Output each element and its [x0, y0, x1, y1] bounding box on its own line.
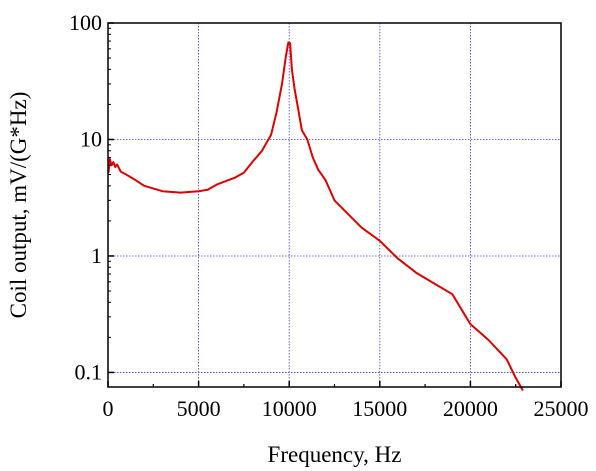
x-axis-title: Frequency, Hz [268, 442, 402, 467]
x-tick-label: 0 [103, 396, 114, 421]
x-tick-label: 5000 [177, 396, 221, 421]
tick-marks [107, 22, 562, 387]
y-tick-label: 0.1 [75, 359, 103, 384]
series-line [107, 41, 524, 391]
y-tick-labels: 0.1 1 10 100 [69, 10, 102, 384]
x-tick-label: 20000 [443, 396, 498, 421]
x-tick-label: 25000 [534, 396, 589, 421]
x-tick-labels: 0 5000 10000 15000 20000 25000 [103, 396, 589, 421]
y-tick-label: 100 [69, 10, 102, 35]
series-layer [107, 41, 524, 391]
y-axis-title: Coil output, mV/(G*Hz) [6, 92, 31, 319]
grid-lines [108, 23, 561, 387]
x-tick-label: 10000 [262, 396, 317, 421]
y-tick-label: 10 [80, 126, 102, 151]
x-tick-label: 15000 [352, 396, 407, 421]
y-tick-label: 1 [91, 243, 102, 268]
